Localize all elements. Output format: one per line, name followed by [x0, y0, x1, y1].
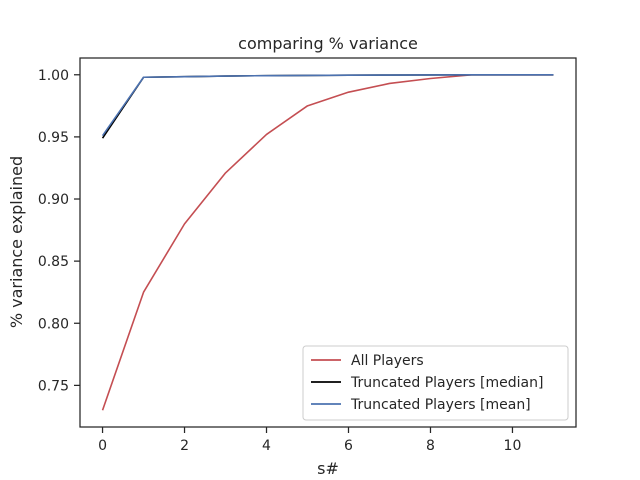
x-tick-label: 4 [262, 438, 271, 454]
y-tick-label: 0.90 [38, 192, 69, 208]
x-tick-label: 0 [98, 438, 107, 454]
legend-label-0: All Players [351, 353, 424, 369]
y-axis-ticks: 0.75 0.80 0.85 0.90 0.95 1.00 [38, 68, 80, 394]
y-tick-label: 1.00 [38, 68, 69, 84]
x-axis-ticks: 0 2 4 6 8 10 [98, 427, 521, 454]
x-tick-label: 10 [504, 438, 522, 454]
x-tick-label: 6 [344, 438, 353, 454]
y-tick-label: 0.80 [38, 316, 69, 332]
series-line-2 [101, 73, 554, 137]
y-tick-label: 0.75 [38, 378, 69, 394]
legend-label-2: Truncated Players [mean] [350, 397, 531, 413]
plot-frame [79, 57, 577, 428]
x-tick-label: 8 [426, 438, 435, 454]
x-axis-title: s# [317, 459, 339, 478]
y-tick-label: 0.95 [38, 130, 69, 146]
x-tick-label: 2 [180, 438, 189, 454]
series-line-1 [101, 73, 554, 139]
chart-title: comparing % variance [238, 34, 418, 53]
legend-frame [302, 345, 569, 421]
series-lines [101, 73, 554, 411]
legend-label-1: Truncated Players [median] [350, 375, 543, 391]
y-tick-label: 0.85 [38, 254, 69, 270]
legend: All Players Truncated Players [median] Tru… [302, 345, 569, 421]
y-axis-title: % variance explained [7, 156, 26, 328]
